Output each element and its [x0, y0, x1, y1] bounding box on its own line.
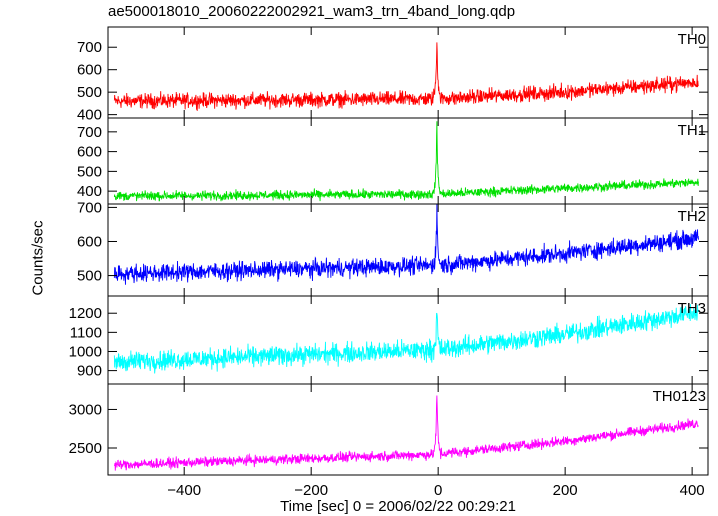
y-tick-label: 600	[77, 62, 102, 79]
x-tick-label: 0	[434, 482, 442, 499]
x-tick-label: 400	[680, 482, 705, 499]
series-th0-line	[113, 42, 699, 111]
panel-th0: 400 500 600 700 TH0	[77, 26, 709, 124]
y-tick-label: 900	[77, 363, 102, 380]
y-tick-label: 3000	[69, 401, 102, 418]
y-tick-label: 500	[77, 268, 102, 285]
panel-frame	[107, 26, 709, 119]
y-tick-label: 500	[77, 84, 102, 101]
y-tick-label: 1200	[69, 305, 102, 322]
panel-frame	[107, 203, 709, 297]
y-tick-label: 700	[77, 39, 102, 56]
series-th2-line	[113, 204, 699, 285]
panel-label: TH1	[678, 122, 706, 139]
series-th1-line	[113, 121, 699, 202]
y-tick-label: 400	[77, 183, 102, 200]
panel-label: TH2	[678, 208, 706, 225]
panel-label: TH0123	[653, 388, 706, 405]
x-tick-label: −200	[294, 482, 328, 499]
series-th3-line	[113, 304, 699, 374]
y-tick-label: 700	[77, 199, 102, 216]
x-axis-label: Time [sec] 0 = 2006/02/22 00:29:21	[280, 498, 516, 515]
series-th0123-line	[113, 395, 699, 471]
x-tick-label: 200	[553, 482, 578, 499]
panel-th2: 500 600 700 TH2	[77, 199, 709, 297]
panel-frame	[107, 117, 709, 205]
panel-frame	[107, 383, 709, 476]
panel-label: TH3	[678, 300, 706, 317]
chart-title: ae500018010_20060222002921_wam3_trn_4ban…	[108, 3, 516, 20]
panel-th3: 900 1000 1100 1200 TH3	[69, 295, 709, 385]
y-tick-label: 400	[77, 107, 102, 124]
y-tick-label: 500	[77, 163, 102, 180]
panel-th1: 400 500 600 700 TH1	[77, 117, 709, 205]
y-tick-label: 2500	[69, 440, 102, 457]
panel-label: TH0	[678, 31, 706, 48]
x-tick-label: −400	[167, 482, 201, 499]
y-tick-label: 600	[77, 233, 102, 250]
y-tick-label: 1100	[70, 324, 102, 341]
panel-frame	[107, 295, 709, 385]
y-tick-label: 600	[77, 144, 102, 161]
y-tick-label: 700	[77, 124, 102, 141]
y-tick-label: 1000	[69, 343, 102, 360]
panel-th0123: 2500 3000 TH0123	[69, 383, 709, 476]
